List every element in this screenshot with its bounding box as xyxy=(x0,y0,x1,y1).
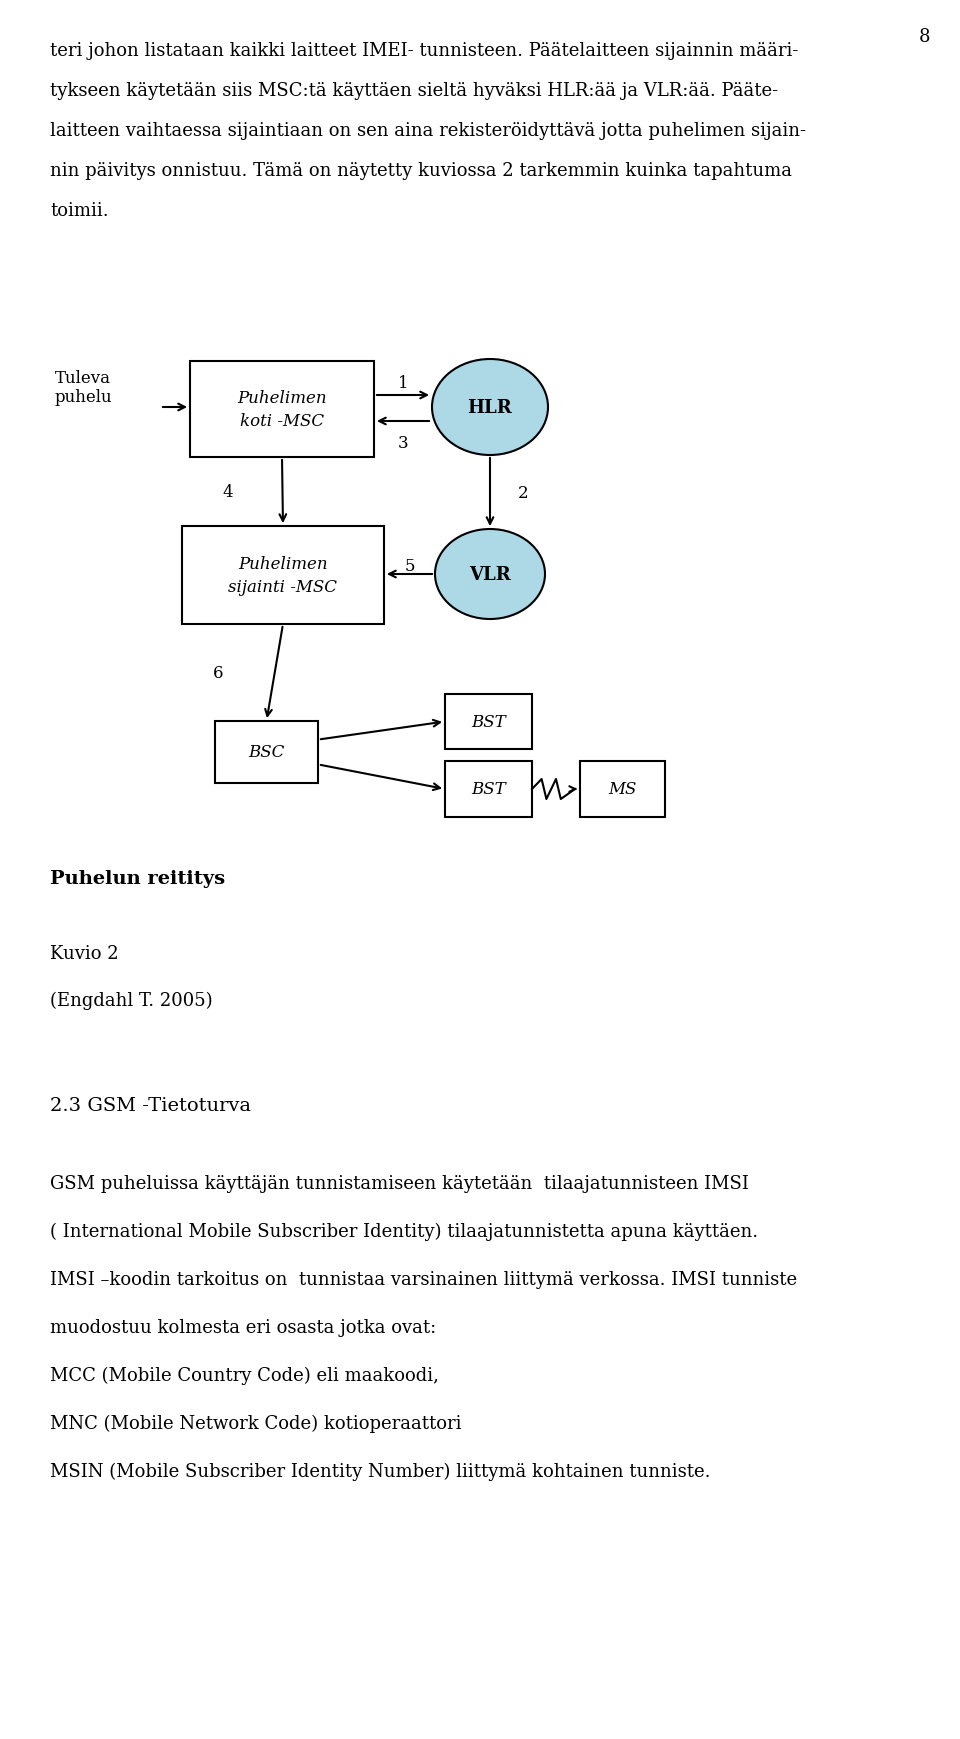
Text: MS: MS xyxy=(609,781,636,798)
Text: Puhelimen
koti -MSC: Puhelimen koti -MSC xyxy=(237,390,326,430)
Text: Puhelun reititys: Puhelun reititys xyxy=(50,870,226,887)
Text: IMSI –koodin tarkoitus on  tunnistaa varsinainen liittymä verkossa. IMSI tunnist: IMSI –koodin tarkoitus on tunnistaa vars… xyxy=(50,1269,797,1289)
Text: 2.3 GSM -Tietoturva: 2.3 GSM -Tietoturva xyxy=(50,1096,251,1115)
Text: ( International Mobile Subscriber Identity) tilaajatunnistetta apuna käyttäen.: ( International Mobile Subscriber Identi… xyxy=(50,1223,758,1240)
FancyBboxPatch shape xyxy=(182,527,384,624)
FancyBboxPatch shape xyxy=(190,362,374,457)
Text: laitteen vaihtaessa sijaintiaan on sen aina rekisteröidyttävä jotta puhelimen si: laitteen vaihtaessa sijaintiaan on sen a… xyxy=(50,122,806,139)
Text: teri johon listataan kaikki laitteet IMEI- tunnisteen. Päätelaitteen sijainnin m: teri johon listataan kaikki laitteet IME… xyxy=(50,42,799,59)
Text: GSM puheluissa käyttäjän tunnistamiseen käytetään  tilaajatunnisteen IMSI: GSM puheluissa käyttäjän tunnistamiseen … xyxy=(50,1174,749,1193)
Text: (Engdahl T. 2005): (Engdahl T. 2005) xyxy=(50,991,212,1010)
Text: muodostuu kolmesta eri osasta jotka ovat:: muodostuu kolmesta eri osasta jotka ovat… xyxy=(50,1318,436,1336)
Text: Tuleva
puhelu: Tuleva puhelu xyxy=(55,369,112,407)
Text: 2: 2 xyxy=(518,483,529,501)
Text: MSIN (Mobile Subscriber Identity Number) liittymä kohtainen tunniste.: MSIN (Mobile Subscriber Identity Number)… xyxy=(50,1462,710,1480)
FancyBboxPatch shape xyxy=(445,694,532,750)
Text: Puhelimen
sijainti -MSC: Puhelimen sijainti -MSC xyxy=(228,556,338,595)
Text: nin päivitys onnistuu. Tämä on näytetty kuviossa 2 tarkemmin kuinka tapahtuma: nin päivitys onnistuu. Tämä on näytetty … xyxy=(50,162,792,179)
Text: BSC: BSC xyxy=(249,744,285,762)
Text: 4: 4 xyxy=(223,483,233,501)
FancyBboxPatch shape xyxy=(580,762,665,817)
FancyBboxPatch shape xyxy=(215,722,318,784)
Text: MCC (Mobile Country Code) eli maakoodi,: MCC (Mobile Country Code) eli maakoodi, xyxy=(50,1367,439,1384)
Ellipse shape xyxy=(432,360,548,456)
Text: 5: 5 xyxy=(404,558,415,574)
Text: 3: 3 xyxy=(397,435,408,452)
Text: 1: 1 xyxy=(397,376,408,391)
Text: 8: 8 xyxy=(919,28,930,45)
Text: BST: BST xyxy=(471,713,506,730)
Text: BST: BST xyxy=(471,781,506,798)
Ellipse shape xyxy=(435,530,545,619)
Text: toimii.: toimii. xyxy=(50,202,108,219)
Text: 6: 6 xyxy=(213,664,224,682)
Text: HLR: HLR xyxy=(468,398,513,417)
Text: VLR: VLR xyxy=(469,565,511,584)
Text: MNC (Mobile Network Code) kotioperaattori: MNC (Mobile Network Code) kotioperaattor… xyxy=(50,1414,462,1433)
Text: tykseen käytetään siis MSC:tä käyttäen sieltä hyväksi HLR:ää ja VLR:ää. Pääte-: tykseen käytetään siis MSC:tä käyttäen s… xyxy=(50,82,779,99)
Text: Kuvio 2: Kuvio 2 xyxy=(50,944,119,962)
FancyBboxPatch shape xyxy=(445,762,532,817)
